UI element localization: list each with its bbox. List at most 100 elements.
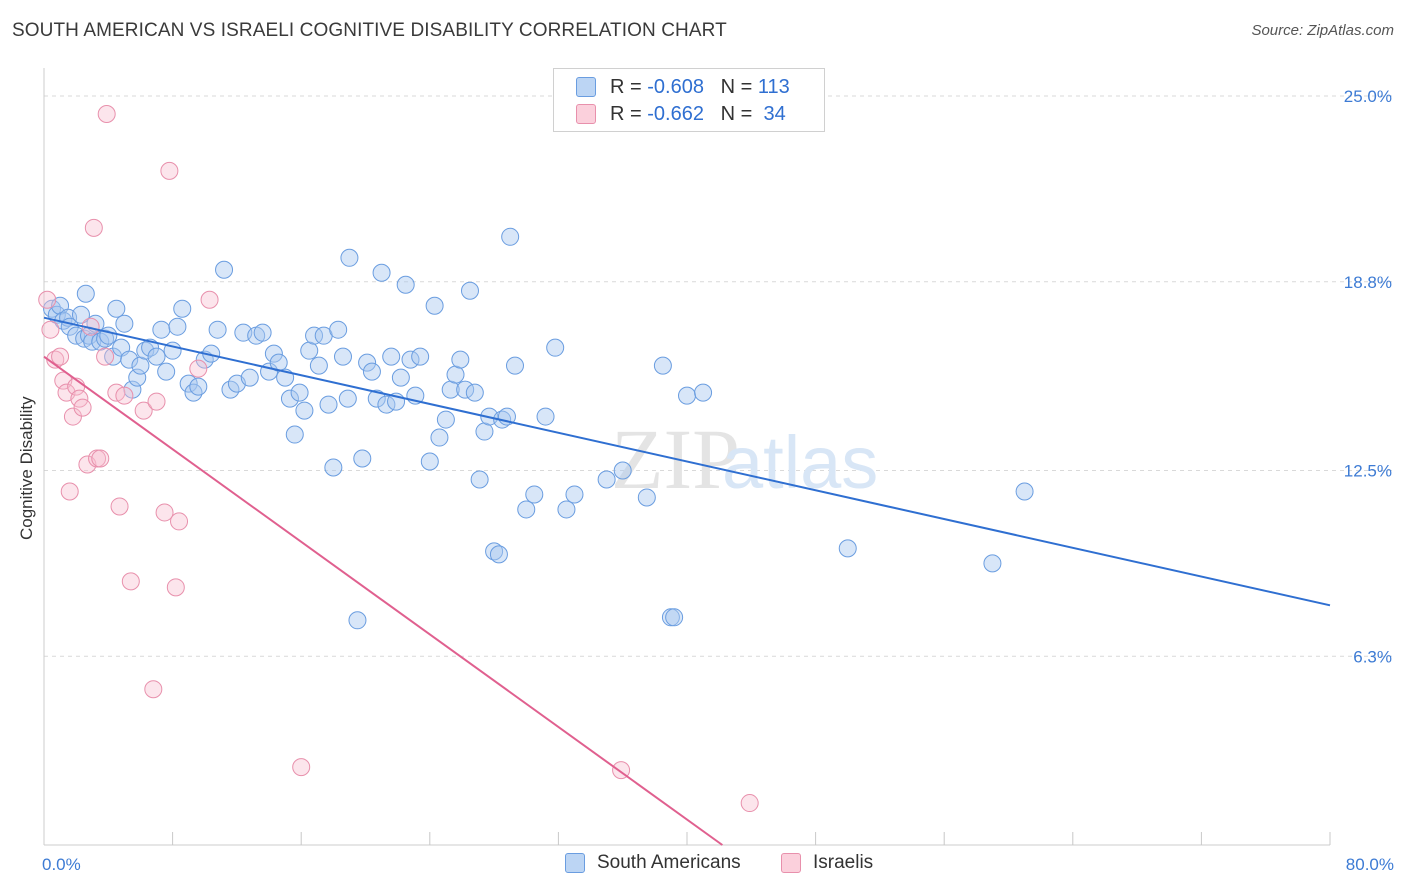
data-point-south-americans [446,365,465,384]
trend-line-south-americans [43,316,1331,607]
data-point-south-americans [451,350,470,369]
data-point-israelis [134,401,153,420]
data-point-south-americans [460,281,479,300]
data-point-south-americans [613,461,632,480]
data-point-south-americans [411,347,430,366]
data-point-south-americans [264,344,283,363]
data-point-south-americans [340,248,359,267]
data-point-south-americans [285,425,304,444]
data-point-south-americans [597,470,616,489]
data-point-south-americans [141,338,160,357]
stats-legend: R = -0.608 N = 113 R = -0.662 N = 34 [553,68,825,132]
watermark-atlas: atlas [722,421,878,504]
data-point-south-americans [348,611,367,630]
data-point-south-americans [665,608,684,627]
data-point-south-americans [475,422,494,441]
legend-swatch-south-americans [576,77,596,97]
data-point-south-americans [76,284,95,303]
data-point-south-americans [189,377,208,396]
x-tick-labels: 0.0% 80.0% [42,855,1394,874]
data-point-south-americans [391,368,410,387]
data-point-south-americans [505,356,524,375]
data-point-south-americans [430,428,449,447]
y-tick-label: 18.8% [1344,273,1392,292]
legend-r-value: -0.662 [647,102,704,125]
data-point-israelis [63,407,82,426]
data-point-south-americans [436,410,455,429]
data-point-south-americans [362,362,381,381]
data-point-south-americans [184,383,203,402]
chart-title: SOUTH AMERICAN VS ISRAELI COGNITIVE DISA… [12,20,727,41]
data-point-south-americans [377,395,396,414]
data-point-south-americans [525,485,544,504]
data-point-south-americans [338,389,357,408]
data-point-south-americans [372,263,391,282]
data-point-south-americans [240,368,259,387]
data-point-south-americans [420,452,439,471]
data-point-israelis [200,290,219,309]
legend-label-israelis: Israelis [813,852,874,873]
legend-r-value: -0.608 [647,75,704,98]
data-point-south-americans [470,470,489,489]
legend-n-value: 113 [757,75,790,98]
y-tick-label: 25.0% [1344,87,1392,106]
data-point-south-americans [456,380,475,399]
data-point-israelis [189,359,208,378]
data-point-south-americans [637,488,656,507]
data-point-south-americans [353,449,372,468]
data-point-south-americans [501,227,520,246]
x-tick-label: 80.0% [1346,855,1394,874]
data-point-south-americans [215,260,234,279]
data-point-south-americans [401,350,420,369]
data-point-south-americans [300,341,319,360]
data-point-south-americans [179,374,198,393]
data-point-south-americans [305,326,324,345]
legend-row-south-americans: R = -0.608 N = 113 [576,74,790,100]
data-point-south-americans [546,338,565,357]
data-point-south-americans [208,320,227,339]
axes [43,68,1331,846]
data-point-israelis [91,449,110,468]
data-point-south-americans [465,383,484,402]
data-point-israelis [292,758,311,777]
data-point-israelis [740,794,759,813]
data-point-israelis [121,572,140,591]
y-axis-label: Cognitive Disability [17,396,36,540]
trend-lines [43,316,1331,846]
data-point-south-americans [280,389,299,408]
data-point-south-americans [489,545,508,564]
data-point-south-americans [396,275,415,294]
series-israelis [38,104,759,813]
data-point-south-americans [319,395,338,414]
data-point-south-americans [358,353,377,372]
data-point-south-americans [157,362,176,381]
legend-swatch-israelis [576,104,596,124]
data-point-israelis [170,512,189,531]
data-point-south-americans [168,317,187,336]
data-point-south-americans [309,356,328,375]
data-point-israelis [155,503,174,522]
data-point-south-americans [107,299,126,318]
data-point-south-americans [1015,482,1034,501]
data-point-israelis [144,680,163,699]
data-point-south-americans [147,347,166,366]
data-point-south-americans [382,347,401,366]
data-point-south-americans [131,356,150,375]
legend-n-value: 34 [763,102,786,125]
data-point-south-americans [128,368,147,387]
data-point-south-americans [425,296,444,315]
data-point-israelis [51,347,70,366]
source-label: Source: ZipAtlas.com [1251,22,1394,39]
data-point-south-americans [838,539,857,558]
y-tick-labels: 6.3% 12.5% 18.8% 25.0% [1344,87,1392,666]
x-tick-label: 0.0% [42,855,81,874]
data-point-israelis [96,347,115,366]
bottom-legend-israelis: Israelis [781,851,873,875]
data-point-south-americans [333,347,352,366]
data-point-israelis [38,290,57,309]
data-point-israelis [147,392,166,411]
legend-n-label: N = [720,102,753,125]
data-point-south-americans [694,383,713,402]
legend-row-israelis: R = -0.662 N = 34 [576,101,786,127]
